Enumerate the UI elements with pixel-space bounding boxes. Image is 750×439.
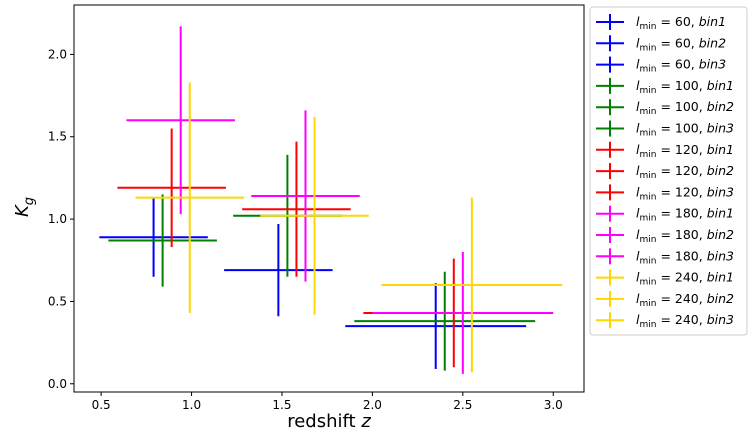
y-tick-label: 0.5	[48, 294, 67, 308]
legend-label: lmin = 120, bin1	[636, 142, 734, 160]
x-axis-label: redshift z	[287, 411, 371, 432]
errorbar-point	[372, 252, 554, 374]
errorbar-point	[117, 128, 226, 248]
x-tick-label: 1.5	[272, 398, 291, 412]
legend-label: lmin = 100, bin3	[636, 121, 734, 139]
x-tick-label: 1.0	[182, 398, 201, 412]
y-tick-label: 2.0	[48, 47, 67, 61]
legend-label: lmin = 60, bin2	[636, 35, 726, 53]
legend-label: lmin = 180, bin2	[636, 227, 734, 245]
errorbar-point	[345, 283, 527, 369]
legend-item: lmin = 240, bin1	[596, 269, 734, 288]
legend-label: lmin = 100, bin2	[636, 99, 734, 117]
legend-label: lmin = 120, bin2	[636, 163, 734, 181]
legend-item: lmin = 120, bin2	[596, 163, 734, 181]
legend-item: lmin = 180, bin2	[596, 227, 734, 245]
legend-label: lmin = 120, bin3	[636, 184, 734, 202]
legend-item: lmin = 100, bin1	[596, 77, 734, 96]
legend-label: lmin = 60, bin1	[636, 14, 726, 32]
errorbar-point	[108, 194, 217, 287]
y-tick-label: 1.0	[48, 212, 67, 226]
legend-label: lmin = 240, bin3	[636, 312, 734, 330]
errorbar-point	[354, 271, 536, 371]
legend-item: lmin = 100, bin3	[596, 120, 734, 139]
errorbar-point	[251, 110, 360, 282]
errorbar-point	[260, 116, 369, 315]
x-tick-label: 3.0	[544, 398, 563, 412]
x-tick-label: 2.0	[363, 398, 382, 412]
x-tick-label: 2.5	[453, 398, 472, 412]
legend-item: lmin = 120, bin3	[596, 184, 734, 202]
errorbar-point	[126, 26, 235, 215]
legend-box	[589, 6, 748, 336]
legend-item: lmin = 60, bin1	[596, 14, 726, 32]
legend-item: lmin = 240, bin2	[596, 290, 734, 309]
y-axis-label: Kg	[12, 197, 37, 217]
x-axis-ticks: 0.5 1.0 1.5 2.0 2.5 3.0	[92, 392, 563, 412]
errorbar-point	[381, 197, 563, 373]
legend-item: lmin = 100, bin2	[596, 99, 734, 117]
errorbar-point	[242, 141, 351, 277]
legend-item: lmin = 240, bin3	[596, 312, 734, 330]
svg-text:Kg: Kg	[12, 197, 37, 217]
errorbar-point	[135, 82, 244, 313]
y-axis-ticks: 0.0 0.5 1.0 1.5 2.0	[48, 47, 74, 391]
y-tick-label: 1.5	[48, 130, 67, 144]
legend-label: lmin = 240, bin1	[636, 270, 734, 288]
legend-label: lmin = 60, bin3	[636, 57, 726, 75]
legend-label: lmin = 180, bin3	[636, 248, 734, 266]
legend-label: lmin = 100, bin1	[636, 78, 734, 96]
legend-item: lmin = 120, bin1	[596, 141, 734, 160]
legend-item: lmin = 60, bin2	[596, 35, 726, 53]
x-tick-label: 0.5	[92, 398, 111, 412]
legend-item: lmin = 60, bin3	[596, 56, 726, 75]
legend: lmin = 60, bin1 lmin = 60, bin2 lmin = 60,…	[596, 14, 734, 330]
legend-item: lmin = 180, bin3	[596, 248, 734, 266]
y-tick-label: 0.0	[48, 377, 67, 391]
legend-item: lmin = 180, bin1	[596, 205, 734, 224]
errorbar-layer	[99, 26, 563, 374]
legend-label: lmin = 180, bin1	[636, 206, 734, 224]
legend-label: lmin = 240, bin2	[636, 291, 734, 309]
